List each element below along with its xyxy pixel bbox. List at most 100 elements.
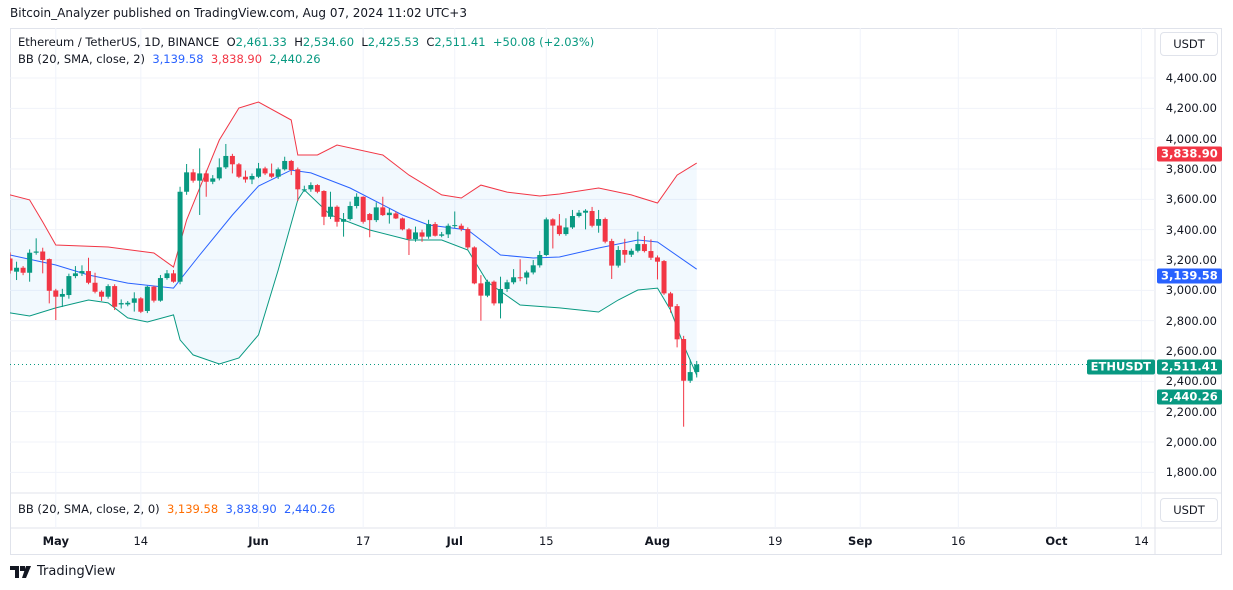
candle-body: [478, 283, 484, 296]
candle-body: [125, 302, 131, 305]
price-chart[interactable]: [10, 28, 1222, 555]
candle-body: [66, 276, 72, 296]
candle-body: [210, 178, 216, 182]
bb-lower-value: 2,440.26: [269, 52, 321, 66]
candle-body: [511, 277, 517, 283]
candle-body: [171, 273, 177, 282]
candle-body: [46, 259, 52, 291]
candle-body: [635, 244, 641, 251]
indicator-label[interactable]: BB (20, SMA, close, 2, 0): [18, 502, 160, 516]
candle-body: [354, 196, 360, 207]
candle-body: [543, 219, 549, 255]
bb-fill: [10, 102, 697, 376]
currency-button[interactable]: USDT: [1160, 32, 1218, 56]
candle-body: [341, 219, 347, 222]
publisher-line: Bitcoin_Analyzer published on TradingVie…: [10, 6, 467, 20]
candle-body: [419, 232, 425, 237]
candle-body: [380, 207, 386, 216]
candle-body: [72, 273, 78, 277]
time-tick-label: 14: [1134, 534, 1149, 548]
candle-body: [609, 241, 615, 266]
candle-body: [157, 278, 163, 301]
candle-body: [59, 293, 65, 297]
candle-body: [314, 185, 320, 192]
symbol-name[interactable]: Ethereum / TetherUS, 1D, BINANCE: [18, 35, 220, 49]
candle-body: [184, 172, 190, 192]
candle-body: [269, 173, 275, 177]
bb-legend: BB (20, SMA, close, 2) 3,139.58 3,838.90…: [18, 52, 321, 66]
candle-body: [406, 229, 412, 240]
candle-body: [563, 227, 569, 235]
candle-body: [242, 176, 248, 180]
time-tick-label: Jun: [248, 534, 269, 548]
candle-body: [223, 155, 229, 168]
price-tick-label: 3,600.00: [1165, 192, 1217, 207]
bb-lower-tag: 2,440.26: [1157, 389, 1222, 405]
price-tick-label: 3,400.00: [1165, 222, 1217, 237]
candle-body: [177, 191, 183, 282]
candle-body: [452, 225, 458, 227]
candle-body: [249, 175, 255, 180]
bb-label[interactable]: BB (20, SMA, close, 2): [18, 52, 145, 66]
candle-body: [530, 265, 536, 273]
time-tick-label: Sep: [848, 534, 873, 548]
candle-body: [138, 298, 144, 312]
candle-body: [373, 207, 379, 221]
candle-body: [484, 281, 490, 296]
high-value: 2,534.60: [302, 35, 355, 49]
candle-body: [648, 251, 654, 258]
candle-body: [569, 216, 575, 228]
candle-body: [583, 210, 589, 213]
candle-body: [674, 306, 680, 340]
price-tick-label: 3,000.00: [1165, 283, 1217, 298]
candle-body: [27, 252, 33, 273]
candle-body: [386, 212, 392, 216]
candle-body: [105, 286, 111, 297]
candle-body: [112, 286, 118, 307]
candle-body: [432, 224, 438, 236]
open-label: O: [226, 35, 236, 49]
time-tick-label: 17: [355, 534, 371, 548]
tradingview-brand[interactable]: TradingView: [10, 564, 116, 579]
candle-body: [334, 206, 340, 222]
bb-basis-line: [10, 169, 697, 289]
tradingview-logo-icon: [10, 565, 31, 578]
candle-body: [426, 224, 432, 237]
candle-body: [20, 267, 26, 273]
candle-body: [628, 250, 634, 255]
candle-body: [471, 247, 477, 284]
candle-body: [556, 225, 562, 235]
high-label: H: [294, 35, 303, 49]
candle-body: [321, 190, 327, 217]
candle-body: [439, 234, 445, 236]
price-tick-label: 2,600.00: [1165, 344, 1217, 358]
candle-body: [465, 229, 471, 248]
candle-body: [687, 372, 693, 381]
time-tick-label: Aug: [644, 534, 671, 548]
bb-basis-value: 3,139.58: [152, 52, 204, 66]
bb-upper-value: 3,838.90: [210, 52, 263, 66]
bb-upper-tag: 3,838.90: [1157, 146, 1222, 162]
candle-body: [537, 254, 543, 266]
candle-body: [694, 364, 700, 373]
candle-body: [399, 218, 405, 230]
candle-body: [367, 214, 373, 221]
low-value: 2,425.53: [367, 35, 420, 49]
time-tick-label: 14: [133, 534, 149, 548]
indicator-value-1: 3,139.58: [166, 502, 219, 516]
currency-button-indicator[interactable]: USDT: [1160, 498, 1218, 522]
symbol-price-tag: ETHUSDT: [1086, 359, 1155, 375]
candle-body: [498, 288, 504, 304]
indicator-value-3: 2,440.26: [284, 502, 336, 516]
candle-body: [308, 185, 314, 190]
candle-body: [517, 277, 523, 279]
candle-body: [190, 172, 196, 181]
candle-body: [681, 339, 687, 381]
time-tick-label: 16: [950, 534, 966, 548]
indicator-value-2: 3,838.90: [225, 502, 277, 516]
time-tick-label: Jul: [446, 534, 463, 548]
price-tick-label: 4,400.00: [1165, 71, 1217, 85]
chart-frame: [10, 28, 1222, 555]
close-label: C: [426, 35, 435, 49]
candle-body: [393, 213, 399, 219]
